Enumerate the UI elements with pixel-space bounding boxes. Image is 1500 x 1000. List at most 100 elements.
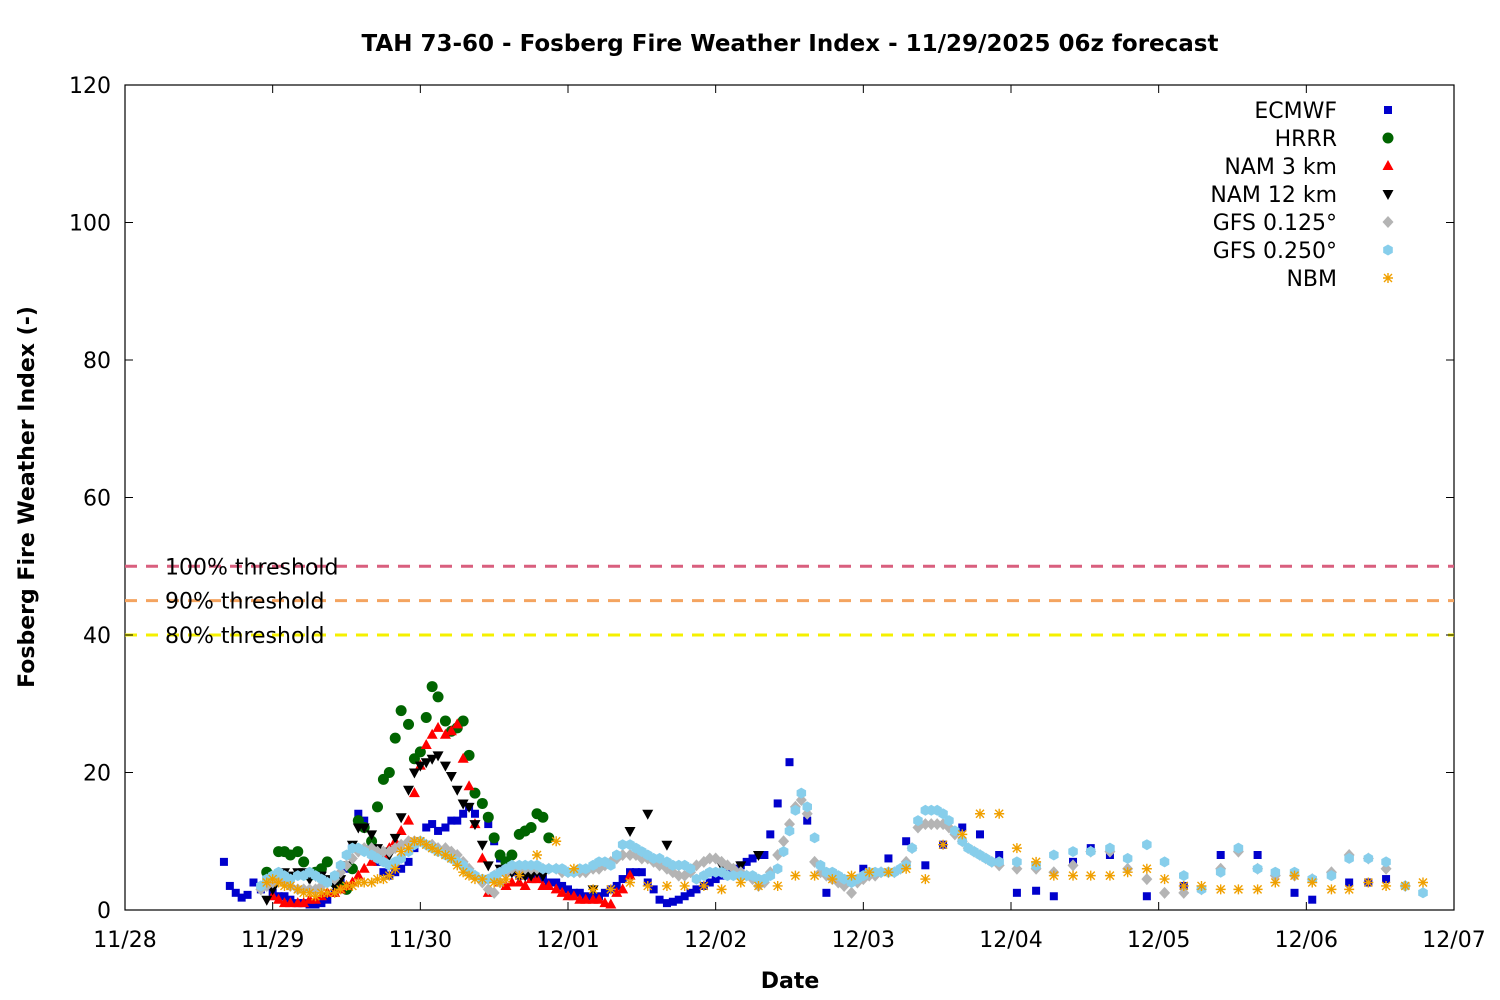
- data-point: [654, 852, 665, 864]
- data-point: [790, 870, 801, 881]
- data-point: [317, 899, 326, 908]
- data-point: [673, 869, 685, 882]
- data-point: [426, 681, 438, 693]
- data-point: [279, 880, 290, 891]
- data-point: [292, 884, 303, 895]
- data-point: [506, 849, 518, 861]
- data-point: [1068, 870, 1079, 881]
- data-point: [1159, 856, 1170, 868]
- data-point: [1216, 851, 1225, 859]
- data-point: [1142, 839, 1152, 851]
- data-point: [321, 856, 333, 868]
- data-point: [445, 725, 457, 736]
- data-point: [415, 836, 426, 847]
- data-point: [489, 877, 500, 888]
- data-point: [484, 820, 493, 829]
- data-point: [556, 886, 568, 897]
- data-point: [537, 811, 549, 823]
- data-point: [322, 887, 333, 898]
- data-point: [261, 877, 272, 888]
- data-point: [316, 887, 327, 898]
- data-point: [298, 856, 310, 868]
- data-point: [772, 880, 783, 891]
- data-point: [359, 846, 369, 858]
- legend-marker: [1382, 216, 1394, 228]
- data-point: [441, 823, 450, 832]
- data-point: [1290, 888, 1299, 897]
- data-point: [396, 852, 406, 864]
- data-point: [600, 888, 609, 897]
- data-point: [901, 863, 912, 874]
- data-point: [341, 849, 352, 861]
- threshold-label: 100% threshold: [165, 555, 339, 580]
- data-point: [704, 852, 716, 865]
- data-point: [1179, 870, 1189, 882]
- data-point: [525, 822, 537, 833]
- data-point: [452, 860, 463, 871]
- data-point: [784, 825, 795, 837]
- data-point: [1011, 843, 1022, 854]
- data-point: [1049, 892, 1058, 901]
- data-point: [482, 861, 494, 872]
- data-point: [285, 880, 296, 891]
- data-point: [827, 874, 838, 885]
- series-gfs-0-250-: [256, 787, 1428, 899]
- data-point: [439, 761, 451, 772]
- data-point: [469, 820, 481, 831]
- data-point: [414, 761, 426, 772]
- series-hrrr: [261, 681, 555, 895]
- data-point: [322, 877, 333, 888]
- data-point: [1159, 874, 1170, 885]
- y-tick-label: 20: [83, 762, 111, 787]
- data-point: [581, 863, 591, 875]
- data-point: [773, 799, 782, 808]
- data-point: [1326, 884, 1337, 895]
- data-point: [305, 900, 314, 909]
- data-point: [785, 758, 794, 767]
- data-point: [395, 705, 407, 717]
- data-point: [1086, 846, 1096, 858]
- data-point: [938, 808, 948, 820]
- data-point: [476, 840, 488, 851]
- data-point: [1233, 842, 1244, 854]
- data-point: [1196, 880, 1207, 891]
- data-point: [1032, 886, 1041, 895]
- data-point: [464, 870, 475, 881]
- data-point: [329, 870, 340, 882]
- data-point: [568, 863, 579, 874]
- data-point: [921, 861, 930, 870]
- data-point: [790, 804, 801, 816]
- x-axis-label: Date: [761, 969, 820, 994]
- data-points: [219, 681, 1428, 909]
- data-point: [341, 880, 352, 891]
- data-point: [280, 892, 289, 901]
- data-point: [606, 859, 616, 871]
- x-tick-label: 11/28: [93, 928, 156, 953]
- data-point: [396, 846, 407, 857]
- data-point: [284, 897, 296, 908]
- data-point: [273, 877, 284, 888]
- data-point: [476, 852, 488, 863]
- data-point: [1270, 866, 1281, 878]
- data-point: [488, 886, 500, 899]
- legend-marker: [1383, 244, 1393, 256]
- data-point: [1215, 884, 1226, 895]
- data-point: [876, 866, 886, 878]
- data-point: [352, 869, 364, 880]
- data-point: [568, 890, 580, 901]
- data-point: [366, 855, 378, 866]
- data-point: [439, 728, 451, 739]
- data-point: [913, 815, 923, 827]
- data-point: [588, 884, 599, 895]
- data-point: [390, 863, 401, 874]
- x-tick-label: 11/30: [389, 928, 452, 953]
- data-point: [637, 868, 646, 877]
- data-point: [716, 884, 727, 895]
- y-axis-label: Fosberg Fire Weather Index (-): [15, 306, 40, 688]
- data-point: [994, 856, 1004, 868]
- data-point: [884, 854, 893, 863]
- data-point: [219, 857, 228, 866]
- data-point: [447, 816, 456, 825]
- data-point: [558, 881, 567, 890]
- data-point: [662, 899, 671, 908]
